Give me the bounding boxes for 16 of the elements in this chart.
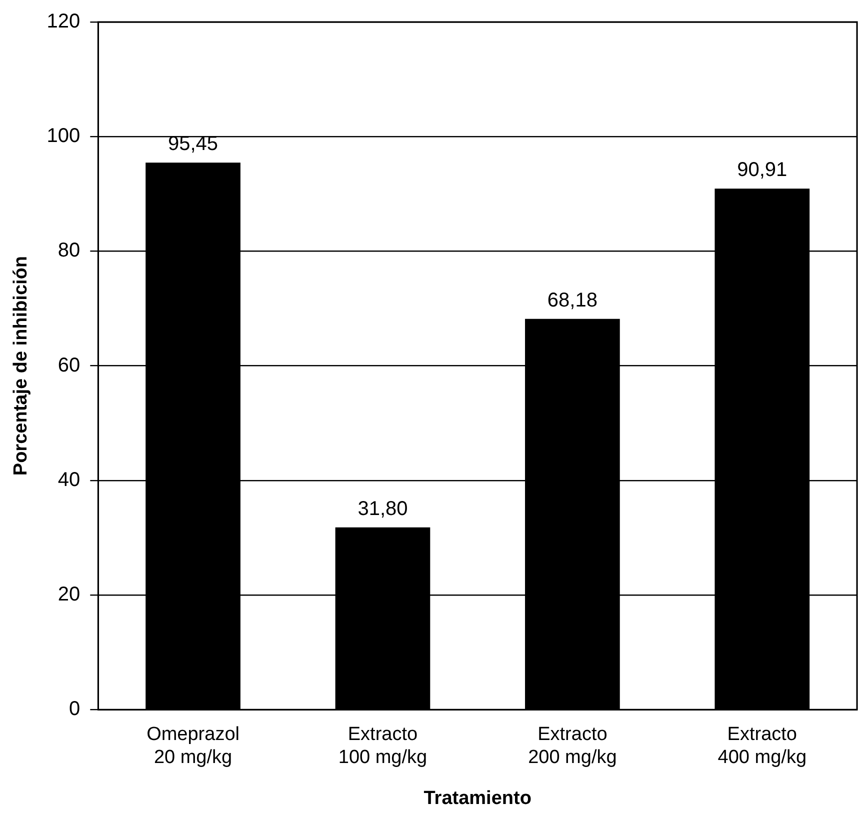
- y-tick-label: 60: [58, 354, 80, 376]
- data-label: 68,18: [547, 289, 598, 312]
- y-tick-label: 20: [58, 584, 80, 606]
- y-tick-label: 100: [46, 125, 80, 148]
- y-tick-label: 80: [58, 240, 80, 262]
- x-tick-label: Omeprazol 20 mg/kg: [146, 724, 240, 768]
- y-axis-title: Porcentaje de inhibición: [10, 256, 32, 476]
- x-tick-label: Extracto 200 mg/kg: [528, 724, 617, 768]
- data-label: 90,91: [737, 159, 788, 182]
- x-tick-label: Extracto 100 mg/kg: [338, 724, 428, 768]
- x-tick-label: Extracto 400 mg/kg: [718, 724, 807, 768]
- data-label: 31,80: [358, 498, 408, 520]
- x-axis-title: Tratamiento: [424, 788, 532, 809]
- y-tick-label: 120: [46, 10, 80, 33]
- y-tick-label: 40: [58, 468, 80, 491]
- y-tick-label: 0: [69, 698, 80, 720]
